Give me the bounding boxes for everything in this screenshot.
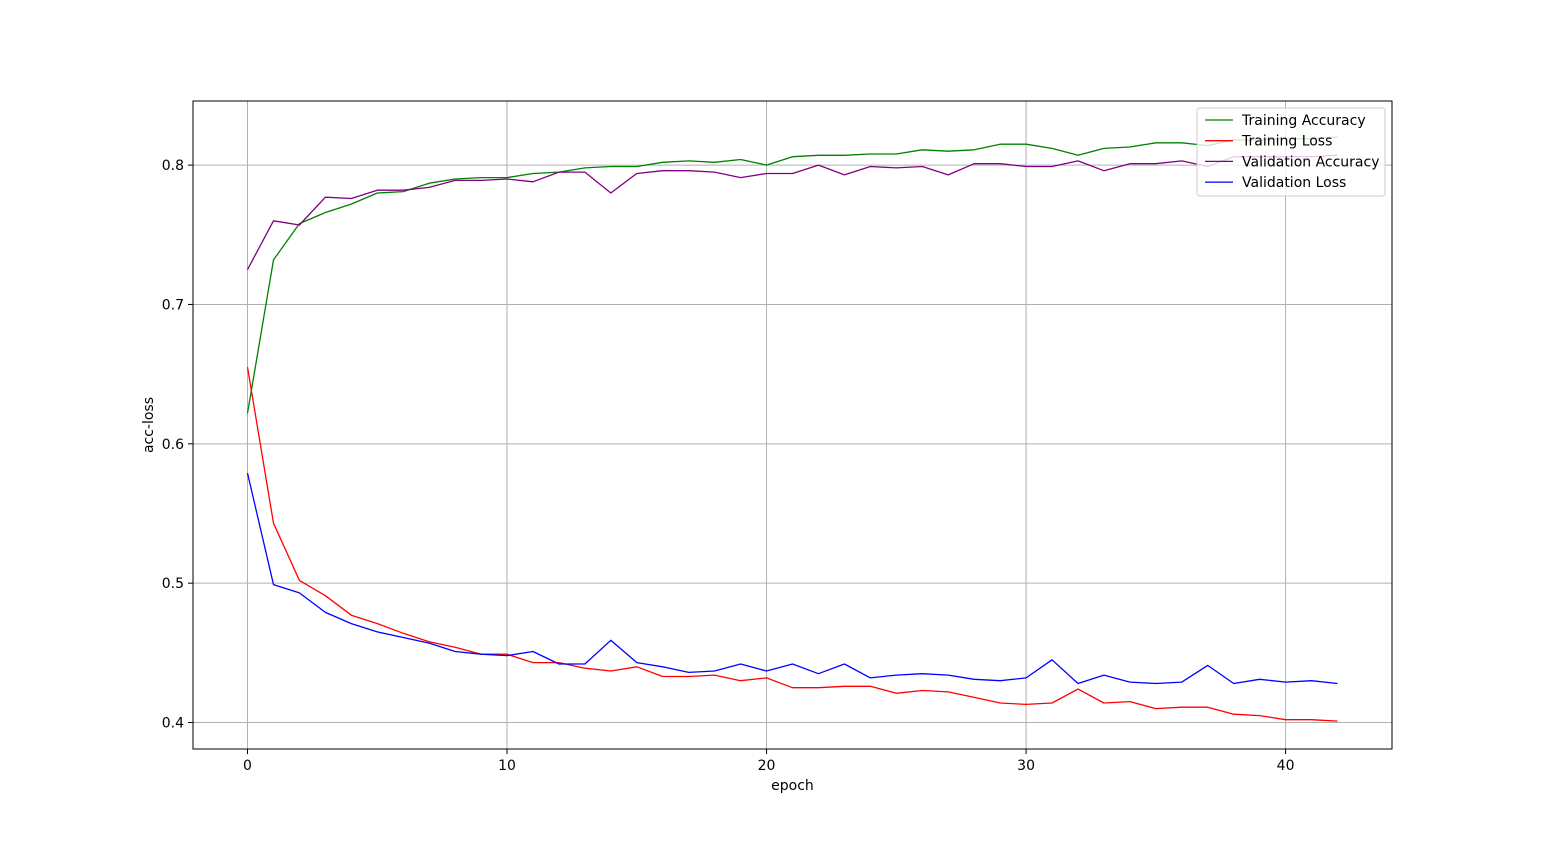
series-lines xyxy=(246,136,1338,722)
series-line-validation-loss xyxy=(246,472,1338,685)
y-tick-label: 0.6 xyxy=(162,437,184,453)
y-tick-label: 0.8 xyxy=(162,158,184,174)
x-tick-label: 10 xyxy=(498,758,516,774)
y-tick-label: 0.4 xyxy=(162,716,184,732)
series-line-training-loss xyxy=(246,367,1338,722)
plot-frame xyxy=(192,100,1393,750)
x-tick-label: 30 xyxy=(1017,758,1035,774)
y-tick-label: 0.5 xyxy=(162,576,184,592)
grid-lines xyxy=(193,101,1392,749)
series-line-validation-accuracy xyxy=(246,154,1338,270)
legend-label: Training Accuracy xyxy=(1241,113,1366,129)
y-tick-label: 0.7 xyxy=(162,297,184,313)
legend-label: Validation Accuracy xyxy=(1242,154,1380,170)
legend: Training Accuracy Training Loss Validation… xyxy=(1196,107,1386,197)
series-line-training-accuracy xyxy=(246,136,1338,414)
legend-label: Training Loss xyxy=(1241,134,1332,150)
y-axis-label: acc-loss xyxy=(141,397,157,453)
axis-ticks: 0 10 20 30 40 0.4 0.5 0.6 0.7 0.8 xyxy=(162,158,1295,774)
x-tick-label: 0 xyxy=(243,758,252,774)
legend-box xyxy=(1196,107,1386,197)
x-axis-label: epoch xyxy=(771,778,814,794)
x-tick-label: 20 xyxy=(758,758,776,774)
x-tick-label: 40 xyxy=(1277,758,1295,774)
legend-label: Validation Loss xyxy=(1242,175,1346,191)
